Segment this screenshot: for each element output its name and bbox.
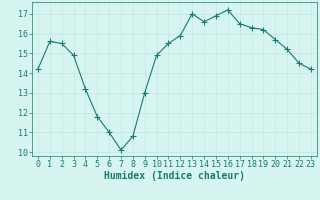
- X-axis label: Humidex (Indice chaleur): Humidex (Indice chaleur): [104, 171, 245, 181]
